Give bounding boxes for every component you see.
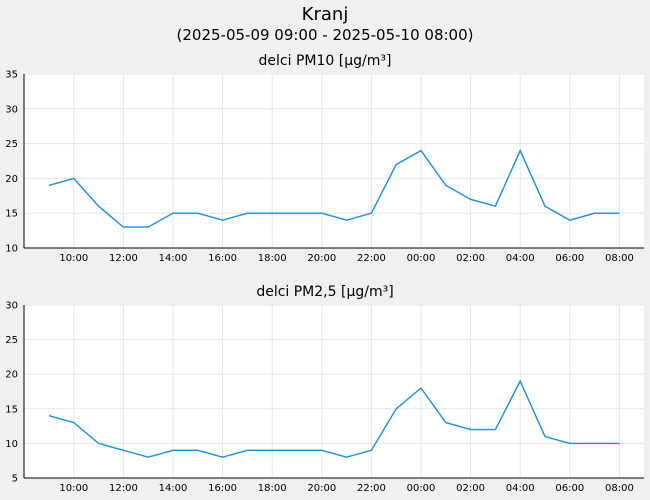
x-tick-label: 10:00: [59, 483, 88, 494]
x-tick-label: 20:00: [307, 253, 336, 264]
x-tick-label: 22:00: [357, 253, 386, 264]
x-tick-label: 06:00: [555, 483, 584, 494]
page-title: Kranj: [302, 4, 349, 25]
x-tick-label: 12:00: [109, 253, 138, 264]
x-tick-label: 14:00: [159, 253, 188, 264]
x-tick-label: 16:00: [208, 253, 237, 264]
y-tick-label: 30: [5, 301, 18, 312]
y-tick-label: 10: [5, 244, 18, 255]
chart-title-pm25: delci PM2,5 [µg/m³]: [256, 284, 393, 300]
plot-area-pm25: [24, 305, 644, 478]
x-tick-label: 08:00: [605, 483, 634, 494]
series-line-pm10: [48, 148, 620, 228]
y-tick-label: 25: [5, 139, 18, 150]
plot-area-pm10: [24, 74, 644, 248]
chart-pm10: 10 15 20 25 30 35 10:00 12:00 14:00 16:00 18:00 20:…: [5, 70, 644, 264]
y-tick-label: 5: [12, 474, 18, 485]
x-tick-label: 04:00: [506, 253, 535, 264]
page-subtitle: (2025-05-09 09:00 - 2025-05-10 08:00): [177, 26, 474, 44]
x-tick-label: 22:00: [357, 483, 386, 494]
x-tick-label: 14:00: [159, 483, 188, 494]
x-tick-label: 08:00: [605, 253, 634, 264]
x-tick-label: 20:00: [307, 483, 336, 494]
x-tick-label: 10:00: [59, 253, 88, 264]
x-tick-label: 00:00: [407, 253, 436, 264]
x-tick-label: 12:00: [109, 483, 138, 494]
x-tick-label: 04:00: [506, 483, 535, 494]
x-tick-label: 18:00: [258, 253, 287, 264]
chart-title-pm10: delci PM10 [µg/m³]: [259, 53, 392, 69]
y-tick-label: 25: [5, 335, 18, 346]
y-tick-label: 20: [5, 174, 18, 185]
x-tick-label: 02:00: [456, 483, 485, 494]
y-tick-label: 30: [5, 104, 18, 115]
series-line-pm25: [48, 379, 620, 458]
chart-pm25: 5 10 15 20 25 30 10:00 12:00 14:00 16:00 18:00 20:0…: [5, 301, 644, 494]
x-tick-label: 00:00: [407, 483, 436, 494]
x-tick-label: 02:00: [456, 253, 485, 264]
x-tick-label: 18:00: [258, 483, 287, 494]
x-tick-label: 06:00: [555, 253, 584, 264]
y-tick-label: 35: [5, 70, 18, 81]
y-tick-label: 20: [5, 370, 18, 381]
y-tick-label: 15: [5, 209, 18, 220]
x-tick-label: 16:00: [208, 483, 237, 494]
y-tick-label: 15: [5, 404, 18, 415]
y-tick-label: 10: [5, 439, 18, 450]
